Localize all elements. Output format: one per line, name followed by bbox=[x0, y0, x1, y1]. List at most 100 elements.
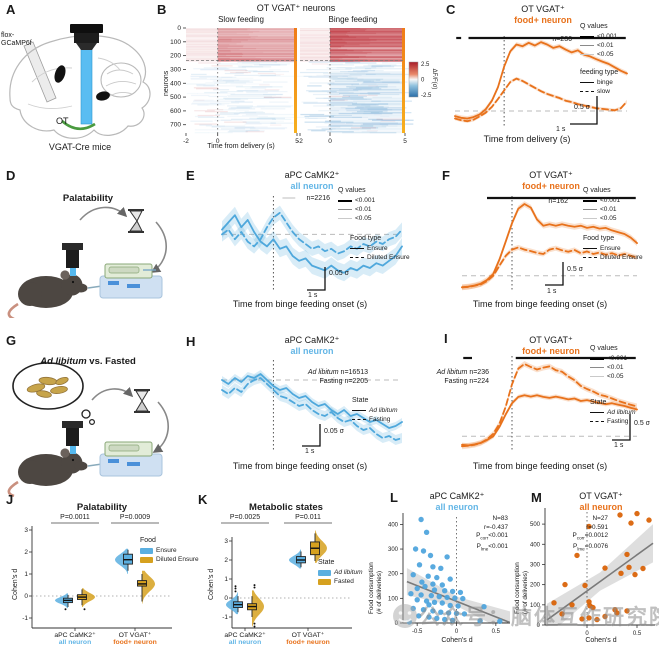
tick-label: -2 bbox=[183, 138, 189, 145]
heatmap-ylabel: neurons bbox=[163, 70, 170, 96]
panel-letter-L: L bbox=[390, 490, 398, 505]
panel-I-subtitle: food+ neuron bbox=[522, 346, 580, 356]
data-point bbox=[431, 599, 438, 605]
panel-J-cat1: aPC CaMK2⁺ bbox=[54, 632, 96, 639]
data-point bbox=[618, 570, 624, 576]
tick-label: 100 bbox=[170, 39, 181, 46]
trace-Ensure bbox=[221, 214, 403, 274]
heatmap-binge: -2 0 5 bbox=[297, 28, 414, 145]
device-detail-1 bbox=[108, 459, 119, 463]
data-point bbox=[586, 615, 592, 621]
miniscope-base bbox=[76, 43, 97, 50]
outlier-dot bbox=[253, 584, 256, 587]
tick-label: 0 bbox=[216, 138, 220, 145]
panel-K-chart: -1 0 1 2 3 bbox=[221, 522, 352, 631]
data-point bbox=[569, 602, 575, 608]
tick-label: 700 bbox=[170, 122, 181, 129]
legend-title: Food type bbox=[583, 235, 615, 242]
tick-label: 200 bbox=[388, 572, 399, 578]
state-legend-H: State Ad libitum Fasting bbox=[352, 396, 398, 424]
data-point bbox=[420, 607, 427, 613]
watermark-text: 公众号：脑体互作研究院 bbox=[419, 606, 659, 629]
thought-bubble-dot1 bbox=[81, 409, 91, 419]
tick-label: 200 bbox=[170, 53, 181, 60]
legend-title: Q values bbox=[580, 23, 608, 30]
tick-label: 0 bbox=[421, 78, 425, 84]
hourglass-icon bbox=[128, 209, 144, 233]
data-point bbox=[442, 588, 448, 594]
data-point bbox=[632, 571, 638, 578]
q-line-strong bbox=[590, 357, 604, 360]
panel-E-subtitle: all neuron bbox=[290, 181, 334, 191]
outlier-dot bbox=[234, 587, 237, 590]
fasted-swatch bbox=[318, 578, 331, 585]
panel-M-stats: N=27 r=0.591 Pcorr=0.0012 Plme=0.0076 bbox=[572, 515, 608, 552]
panel-K-title: Metabolic states bbox=[249, 502, 323, 513]
legend-label: <0.01 bbox=[607, 364, 624, 371]
panel-K-ylabel: Cohen's d bbox=[208, 568, 215, 600]
panel-M-xlabel: Cohen's d bbox=[585, 637, 617, 644]
head-miniscope-body bbox=[66, 427, 79, 446]
legend-label: <0.05 bbox=[355, 215, 372, 222]
legend-label: <0.001 bbox=[355, 197, 376, 204]
legend-title: Q values bbox=[583, 187, 611, 194]
palatability-setup-illustration bbox=[7, 206, 167, 318]
scalebar-y-label-E: 0.05 σ bbox=[329, 270, 349, 277]
data-point bbox=[477, 618, 483, 624]
legend-label: <0.001 bbox=[600, 197, 621, 204]
data-point bbox=[614, 610, 620, 616]
outlier-dot bbox=[253, 586, 256, 589]
legend-title: Food type bbox=[350, 235, 382, 242]
panel-J-chart: -1 0 1 2 3 bbox=[22, 522, 172, 631]
mouse-eye bbox=[71, 280, 75, 284]
data-point bbox=[447, 576, 453, 582]
panel-J-p-right: P=0.0009 bbox=[119, 514, 151, 521]
legend-title: Q values bbox=[338, 187, 366, 194]
data-point bbox=[579, 616, 585, 622]
legend-label: <0.05 bbox=[607, 373, 624, 380]
device-detail-2 bbox=[127, 462, 140, 466]
panel-J-title: Palatability bbox=[76, 502, 128, 513]
panel-J-cat1-sub: all neuron bbox=[58, 639, 92, 646]
mouse-snout bbox=[74, 283, 88, 293]
data-point bbox=[427, 552, 434, 559]
tick-label: 300 bbox=[530, 562, 541, 568]
tick-label: 0 bbox=[177, 25, 181, 32]
legend-label: slow bbox=[597, 88, 611, 95]
panel-M-subtitle: all neuron bbox=[579, 502, 623, 512]
delivery-strip bbox=[402, 28, 405, 133]
scalebar-x-label-E: 1 s bbox=[308, 292, 318, 299]
dashed-line-sample bbox=[352, 419, 366, 420]
panel-F-subtitle: food+ neuron bbox=[522, 181, 580, 191]
data-point bbox=[457, 589, 464, 596]
q-line-mid bbox=[338, 209, 352, 210]
tick-label: 3 bbox=[24, 527, 28, 534]
scalebar-x-label-I: 1 s bbox=[614, 442, 624, 449]
data-point bbox=[438, 565, 444, 571]
panel-K-cat2-sub: food+ neuron bbox=[286, 639, 330, 646]
adlibitum-swatch bbox=[318, 569, 331, 576]
qvalues-legend-E: Q values <0.001 <0.01 <0.05 bbox=[338, 186, 375, 223]
legend-label: Diluted Ensure bbox=[156, 556, 199, 563]
dashed-line-sample bbox=[590, 421, 604, 422]
tick-label: 0 bbox=[537, 623, 541, 629]
tick-label: -1 bbox=[22, 615, 28, 622]
data-point bbox=[574, 552, 580, 559]
data-point bbox=[420, 548, 427, 554]
panel-letter-I: I bbox=[444, 331, 448, 346]
violin-Ad-libitum bbox=[289, 549, 301, 569]
legend-label: Ensure bbox=[156, 547, 177, 554]
panel-J-cat2-sub: food+ neuron bbox=[113, 639, 157, 646]
tick-label: 0 bbox=[455, 629, 459, 635]
sem-band-Ad libitum bbox=[462, 393, 637, 448]
scalebar-y-label-H: 0.05 σ bbox=[324, 428, 344, 435]
data-point bbox=[562, 581, 568, 588]
tick-label: 400 bbox=[530, 542, 541, 548]
data-point bbox=[460, 595, 466, 602]
panel-B-title: OT VGAT⁺ neurons bbox=[256, 3, 336, 13]
sem-band-Ensure bbox=[462, 201, 637, 291]
panel-E-chart bbox=[221, 196, 403, 292]
solid-line-sample bbox=[352, 410, 366, 411]
